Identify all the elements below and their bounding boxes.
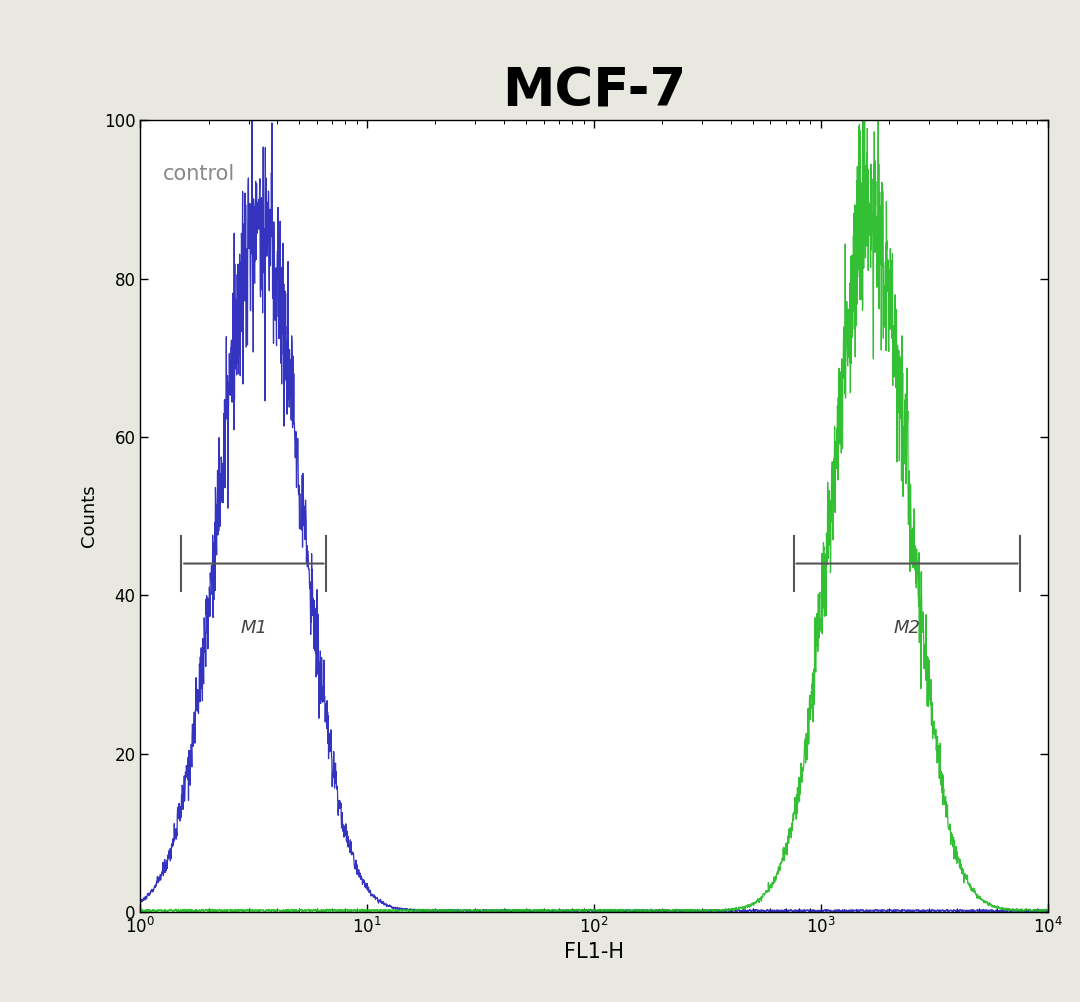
Y-axis label: Counts: Counts — [80, 485, 98, 547]
Title: MCF-7: MCF-7 — [502, 65, 686, 117]
Text: control: control — [163, 163, 235, 183]
X-axis label: FL1-H: FL1-H — [564, 942, 624, 962]
Text: M1: M1 — [241, 619, 268, 637]
Text: M2: M2 — [893, 619, 920, 637]
